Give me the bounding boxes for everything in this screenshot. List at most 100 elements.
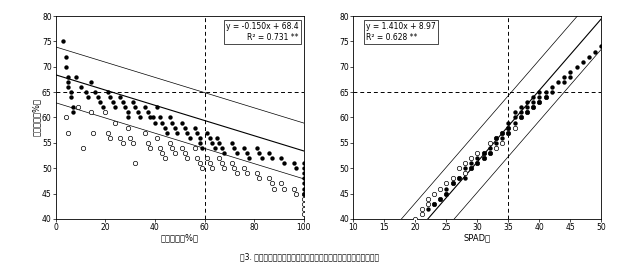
Point [195,136,205,140]
Point [547,90,557,94]
Point [299,191,309,196]
Point [584,54,594,59]
Point [130,161,140,165]
Point [466,166,476,170]
Point [229,166,239,170]
Point [150,120,160,125]
Point [460,171,470,175]
Point [596,44,606,49]
Point [155,115,165,120]
Point [466,161,476,165]
Point [448,181,458,186]
Point [472,151,482,155]
Point [128,141,138,145]
Point [423,207,433,211]
Point [429,202,439,206]
Point [68,110,78,115]
Point [86,80,95,84]
Point [81,90,91,94]
Point [479,151,489,155]
Point [110,105,120,109]
Point [148,115,157,120]
Point [207,166,217,170]
Point [239,166,249,170]
Point [497,131,507,135]
Point [61,65,71,69]
Point [510,120,520,125]
Point [195,141,205,145]
Point [541,95,551,99]
Point [485,151,495,155]
Point [140,105,150,109]
Point [516,115,526,120]
Point [210,146,219,150]
Point [429,202,439,206]
Point [299,186,309,191]
Point [180,125,190,130]
Point [185,136,195,140]
Point [123,115,133,120]
Point [205,136,215,140]
Point [58,39,68,44]
Point [93,95,103,99]
Point [202,131,212,135]
Point [192,156,202,160]
Point [460,161,470,165]
Y-axis label: 水分含量（%）: 水分含量（%） [32,99,40,136]
Point [172,131,182,135]
Point [242,151,252,155]
Point [108,100,118,104]
Point [242,171,252,175]
Text: y = -0.150x + 68.4
R² = 0.731 **: y = -0.150x + 68.4 R² = 0.731 ** [226,22,299,41]
Point [170,125,180,130]
Point [510,115,520,120]
Point [155,146,165,150]
Point [472,161,482,165]
Point [491,136,501,140]
Text: y = 1.410x + 8.97
R² = 0.628 **: y = 1.410x + 8.97 R² = 0.628 ** [366,22,435,41]
Point [386,257,396,262]
Point [157,120,167,125]
Point [165,141,175,145]
Point [190,125,200,130]
Point [435,186,445,191]
Point [145,146,155,150]
Point [572,65,582,69]
X-axis label: SPAD値: SPAD値 [464,234,491,242]
Point [140,131,150,135]
Point [71,75,81,79]
Point [565,70,575,74]
Point [61,115,71,120]
Point [503,120,513,125]
Point [215,141,224,145]
Point [410,227,420,231]
Point [212,136,222,140]
Point [128,100,138,104]
Point [66,95,76,99]
Point [123,110,133,115]
Point [78,146,88,150]
Point [229,146,239,150]
Point [479,156,489,160]
Point [472,156,482,160]
Point [541,90,551,94]
Point [207,141,217,145]
Point [219,151,229,155]
Point [110,120,120,125]
Point [534,100,544,104]
Point [135,115,145,120]
Point [157,151,167,155]
Point [182,131,192,135]
Point [289,186,299,191]
Point [165,115,175,120]
Point [516,105,526,109]
Point [441,186,451,191]
Point [205,161,215,165]
Point [398,242,408,246]
Point [491,141,501,145]
Point [516,110,526,115]
Point [63,80,73,84]
Point [177,120,187,125]
Point [441,191,451,196]
Point [299,197,309,201]
